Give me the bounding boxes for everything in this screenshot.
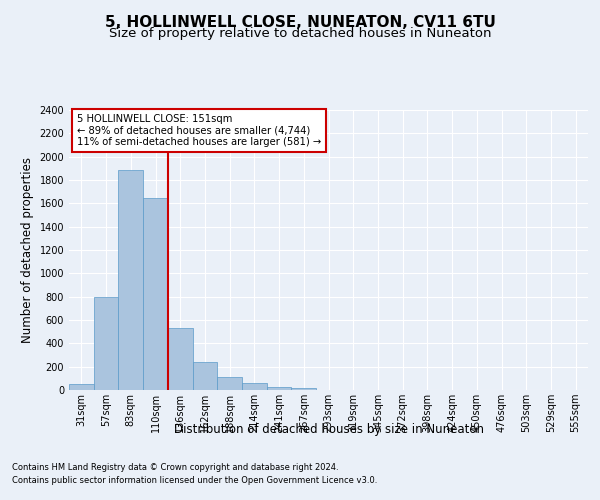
- Text: Contains public sector information licensed under the Open Government Licence v3: Contains public sector information licen…: [12, 476, 377, 485]
- Text: Contains HM Land Registry data © Crown copyright and database right 2024.: Contains HM Land Registry data © Crown c…: [12, 462, 338, 471]
- Text: Distribution of detached houses by size in Nuneaton: Distribution of detached houses by size …: [174, 422, 484, 436]
- Bar: [143, 198, 168, 390]
- Text: 5, HOLLINWELL CLOSE, NUNEATON, CV11 6TU: 5, HOLLINWELL CLOSE, NUNEATON, CV11 6TU: [104, 15, 496, 30]
- Text: 5 HOLLINWELL CLOSE: 151sqm
← 89% of detached houses are smaller (4,744)
11% of s: 5 HOLLINWELL CLOSE: 151sqm ← 89% of deta…: [77, 114, 321, 148]
- Bar: [242, 384, 267, 390]
- Text: Size of property relative to detached houses in Nuneaton: Size of property relative to detached ho…: [109, 28, 491, 40]
- Bar: [94, 296, 118, 390]
- Bar: [118, 170, 143, 390]
- Y-axis label: Number of detached properties: Number of detached properties: [21, 157, 34, 343]
- Bar: [193, 362, 217, 390]
- Bar: [267, 386, 292, 390]
- Bar: [292, 388, 316, 390]
- Bar: [168, 328, 193, 390]
- Bar: [217, 378, 242, 390]
- Bar: [69, 384, 94, 390]
